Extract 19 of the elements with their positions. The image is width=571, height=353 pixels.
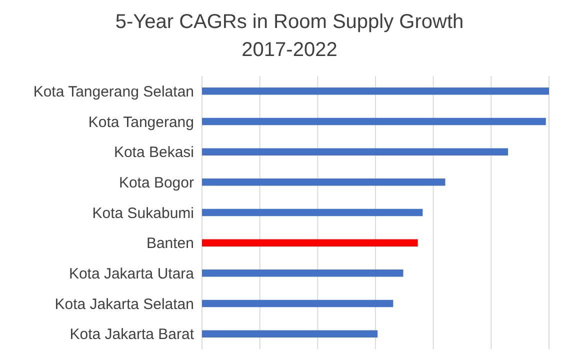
bar — [202, 118, 546, 126]
bar — [202, 239, 418, 246]
bar — [202, 178, 446, 186]
bar — [202, 208, 423, 216]
y-tick-label: Kota Bogor — [118, 174, 194, 192]
y-tick-label: Kota Bekasi — [114, 144, 194, 162]
bar — [202, 88, 549, 95]
chart-title: 5-Year CAGRs in Room Supply Growth 2017-2022 — [114, 10, 465, 63]
bar — [202, 300, 394, 308]
y-tick-label: Kota Tangerang Selatan — [33, 83, 194, 100]
bar — [202, 148, 508, 156]
y-tick-label: Kota Tangerang — [88, 114, 194, 131]
y-tick-label: Banten — [146, 235, 194, 252]
y-tick-label: Kota Jakarta Utara — [68, 265, 195, 282]
y-tick-label: Kota Jakarta Selatan — [54, 296, 194, 313]
y-tick-label: Kota Jakarta Barat — [70, 326, 195, 344]
y-tick-label: Kota Sukabumi — [92, 204, 194, 222]
bar — [202, 330, 378, 338]
bar — [202, 270, 404, 277]
